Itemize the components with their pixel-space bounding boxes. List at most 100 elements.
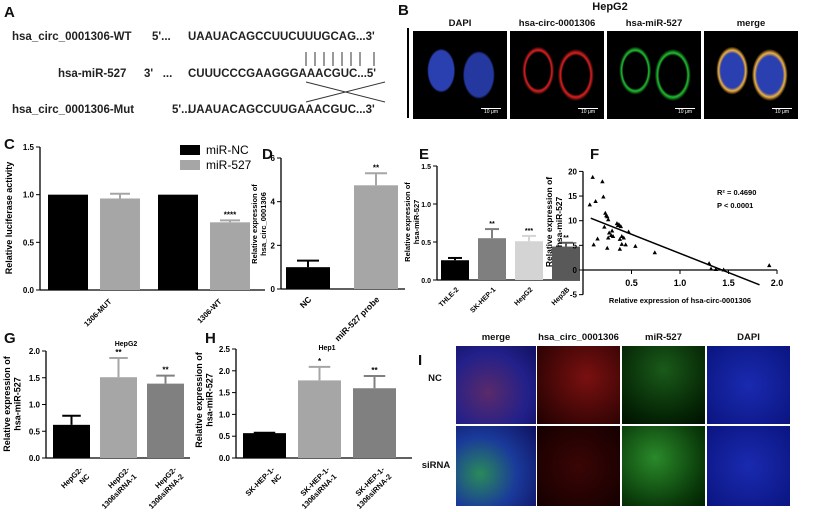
category-label: THLE-2 [438,286,460,308]
panel-b-header: hsa-miR-527 [625,18,683,29]
y-tick-label: 1.0 [29,401,41,410]
y-axis-label: hsa-miR-527 [412,200,421,245]
bar [515,241,543,280]
y-tick-label: 0.0 [23,286,35,295]
bar [210,222,250,290]
x-tick-label: 1.0 [674,278,687,288]
significance-label: *** [525,228,533,235]
data-point [601,194,606,199]
y-tick-label: 0.0 [421,278,431,285]
mir-name: hsa-miR-527 [58,68,127,80]
annotation: P < 0.0001 [717,201,753,210]
tissue-nc-hsa-circ-0001306 [537,346,620,424]
data-point [767,263,772,268]
panel-b-title: HepG2 [592,1,628,13]
data-point [603,210,608,215]
micrograph-merge: 10 μm [704,31,798,119]
y-tick-label: 20 [568,167,577,176]
y-axis-label: hsa-miR-527 [205,373,215,427]
data-point [619,233,624,238]
data-point [590,174,595,179]
data-point [609,228,615,233]
panel-b-header: DAPI [448,18,472,29]
chart-title: Hep1 [318,345,335,352]
y-tick-label: 0.5 [29,427,41,436]
data-point [605,214,610,219]
data-point [615,223,621,228]
significance-label: ** [115,348,122,357]
tissue-sirna-merge [456,426,536,506]
panel-b-header: merge [736,18,766,29]
y-tick-label: 1.5 [29,374,41,383]
data-point [606,235,611,240]
mut-end: 5'... [172,104,191,116]
row-label-sirna: siRNA [421,460,451,471]
significance-label: ** [563,235,569,242]
significance-label: ** [489,221,495,228]
data-point [619,241,624,246]
panel-label-e: E [419,146,430,163]
data-point [633,243,638,248]
y-tick-label: 2.5 [219,345,231,354]
tissue-sirna-hsa-circ-0001306 [537,426,620,506]
significance-label: ** [162,366,169,375]
y-tick-label: 10 [568,217,577,226]
y-tick-label: 1.0 [421,202,431,209]
y-tick-label: 1.5 [219,389,231,398]
wt-name: hsa_circ_0001306-WT [12,31,132,43]
y-axis-label: hsa_circ_0001306 [259,192,268,256]
data-point [606,217,611,222]
y-axis-label: Relative expression of [194,351,204,448]
y-axis-label: Relative expression of [250,184,259,264]
panel-label-c: C [4,136,15,153]
y-tick-label: 1.5 [421,164,431,171]
data-point [610,233,616,238]
panel-label-d: D [262,146,273,163]
legend-label: miR-NC [206,143,249,157]
bar [147,383,184,458]
category-label: Hep3B [551,286,572,307]
y-tick-label: 15 [568,192,577,201]
bar [552,246,580,280]
bar [100,198,140,290]
y-axis-label: Relative luciferase activity [4,162,14,275]
y-tick-label: 0.5 [23,238,35,247]
micrograph-hsa-circ-0001306: 10 μm [510,31,604,119]
data-point [623,242,628,247]
micrograph-hsa-mir-527: 10 μm [607,31,701,119]
category-label: NC [298,294,314,310]
significance-label: * [318,357,322,366]
legend-swatch [180,145,200,155]
panel-label-i: I [418,352,423,369]
tissue-nc-dapi [707,346,790,424]
bar [478,238,506,280]
bar [158,194,198,290]
data-point [595,236,600,241]
bar [298,380,341,458]
y-tick-label: 1.0 [23,191,35,200]
tissue-nc-mir-527 [622,346,705,424]
data-point [617,246,623,251]
scale-bar: 10 μm [675,108,695,115]
y-axis-label: Relative expression of [544,177,554,267]
panel-i-header: miR-527 [645,332,682,343]
data-point [602,224,607,229]
mut-sequence: UAAUACAGCCUUGAAACGUC...3' [188,104,375,116]
significance-label: ** [371,366,378,375]
mir-end: 3' ... [144,68,173,80]
data-point [617,236,623,241]
panel-i-header: DAPI [737,332,760,343]
y-tick-label: 6 [271,154,276,163]
data-point [600,179,605,184]
data-point [605,245,610,250]
category-label: SK-HEP-1 [469,286,497,314]
y-tick-label: 2.0 [29,347,41,356]
scale-bar: 10 μm [772,108,792,115]
regression-line [590,217,760,286]
data-point [652,250,657,255]
bar [243,433,286,458]
tissue-sirna-mir-527 [622,426,705,506]
bar [48,194,88,290]
